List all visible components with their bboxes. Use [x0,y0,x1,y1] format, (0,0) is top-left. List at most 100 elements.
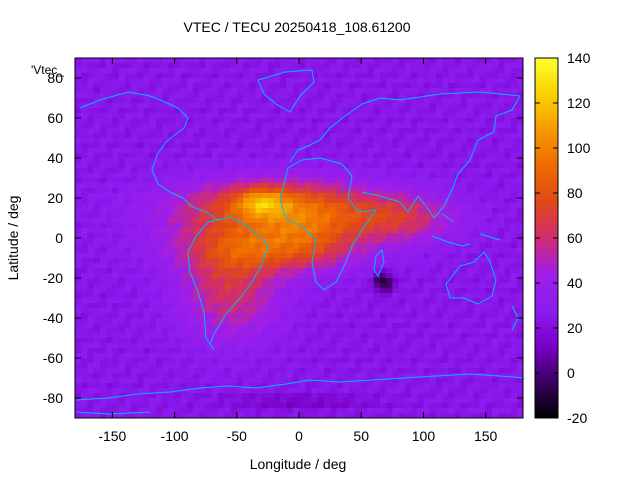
heatmap-cell [404,148,412,154]
heatmap-cell [99,328,107,334]
heatmap-cell [162,133,169,139]
heatmap-cell [454,68,462,74]
heatmap-cell [143,363,151,369]
heatmap-cell [323,298,331,304]
heatmap-cell [249,208,256,214]
heatmap-cell [379,198,387,204]
heatmap-cell [243,178,250,184]
heatmap-cell [479,98,487,104]
heatmap-cell [498,73,505,79]
heatmap-cell [187,308,194,314]
heatmap-cell [379,353,387,359]
heatmap-cell [187,313,194,319]
heatmap-cell [510,223,518,229]
heatmap-cell [323,323,331,329]
heatmap-cell [286,208,294,214]
heatmap-cell [342,93,350,99]
heatmap-cell [112,273,119,279]
heatmap-cell [106,223,113,229]
heatmap-cell [261,88,269,94]
heatmap-cell [106,158,113,164]
heatmap-cell [423,283,431,289]
heatmap-cell [93,398,101,404]
heatmap-cell [199,73,207,79]
heatmap-cell [193,118,200,124]
heatmap-cell [516,113,524,119]
heatmap-cell [498,163,505,169]
heatmap-cell [305,368,312,374]
heatmap-cell [411,158,418,164]
heatmap-cell [168,228,175,234]
heatmap-cell [155,128,163,134]
heatmap-cell [373,258,381,264]
heatmap-cell [267,183,275,189]
heatmap-cell [429,173,437,179]
heatmap-cell [392,143,399,149]
heatmap-cell [460,58,468,64]
heatmap-cell [211,208,219,214]
heatmap-cell [224,123,231,129]
heatmap-cell [224,163,231,169]
heatmap-cell [87,218,95,224]
heatmap-cell [417,83,424,89]
heatmap-cell [174,68,182,74]
heatmap-cell [491,63,499,69]
heatmap-cell [423,363,431,369]
heatmap-cell [218,283,225,289]
heatmap-cell [267,118,275,124]
heatmap-cell [498,58,505,64]
heatmap-cell [218,273,225,279]
heatmap-cell [473,238,480,244]
heatmap-cell [305,313,312,319]
heatmap-cell [280,223,287,229]
heatmap-cell [473,198,480,204]
heatmap-cell [342,378,350,384]
heatmap-cell [485,138,493,144]
heatmap-cell [330,308,337,314]
heatmap-cell [442,208,449,214]
heatmap-cell [485,118,493,124]
heatmap-cell [454,358,462,364]
heatmap-cell [373,58,381,64]
heatmap-cell [193,383,200,389]
heatmap-cell [323,153,331,159]
heatmap-cell [448,248,455,254]
heatmap-cell [460,388,468,394]
heatmap-cell [261,93,269,99]
heatmap-cell [398,318,406,324]
heatmap-cell [311,103,319,109]
heatmap-cell [504,358,511,364]
heatmap-cell [305,348,312,354]
heatmap-cell [87,108,95,114]
heatmap-cell [404,288,412,294]
heatmap-cell [230,163,238,169]
heatmap-cell [112,73,119,79]
heatmap-cell [286,268,294,274]
heatmap-cell [373,263,381,269]
heatmap-cell [342,383,350,389]
heatmap-cell [187,348,194,354]
heatmap-cell [180,278,188,284]
heatmap-cell [317,208,325,214]
heatmap-cell [106,313,113,319]
heatmap-cell [417,283,424,289]
heatmap-cell [516,178,524,184]
heatmap-cell [180,333,188,339]
heatmap-cell [106,183,113,189]
heatmap-cell [205,68,213,74]
heatmap-cell [330,373,337,379]
heatmap-cell [280,293,287,299]
heatmap-cell [398,328,406,334]
heatmap-cell [330,188,337,194]
heatmap-cell [323,398,331,404]
heatmap-cell [137,253,144,259]
heatmap-cell [199,233,207,239]
heatmap-cell [498,393,505,399]
heatmap-cell [292,363,300,369]
heatmap-cell [118,368,126,374]
heatmap-cell [299,248,306,254]
heatmap-cell [87,248,95,254]
heatmap-cell [473,148,480,154]
heatmap-cell [267,123,275,129]
heatmap-cell [299,128,306,134]
